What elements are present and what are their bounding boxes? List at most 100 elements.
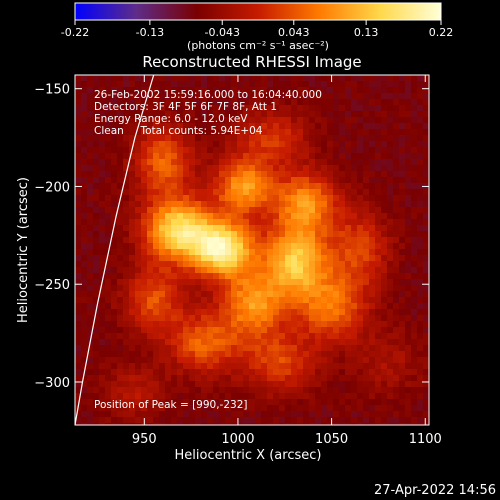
heatmap-pixel (219, 189, 226, 196)
heatmap-pixel (393, 225, 400, 232)
heatmap-pixel (87, 405, 94, 412)
heatmap-pixel (105, 171, 112, 178)
heatmap-pixel (219, 81, 226, 88)
heatmap-pixel (339, 381, 346, 388)
heatmap-pixel (123, 405, 130, 412)
heatmap-pixel (213, 177, 220, 184)
heatmap-pixel (345, 195, 352, 202)
heatmap-pixel (291, 219, 298, 226)
heatmap-pixel (153, 207, 160, 214)
heatmap-pixel (237, 93, 244, 100)
heatmap-pixel (273, 369, 280, 376)
heatmap-pixel (255, 231, 262, 238)
heatmap-pixel (303, 189, 310, 196)
heatmap-pixel (165, 183, 172, 190)
heatmap-pixel (327, 285, 334, 292)
heatmap-pixel (291, 327, 298, 334)
heatmap-pixel (177, 291, 184, 298)
heatmap-pixel (243, 153, 250, 160)
heatmap-pixel (219, 147, 226, 154)
heatmap-pixel (141, 297, 148, 304)
heatmap-pixel (177, 405, 184, 412)
heatmap-pixel (213, 381, 220, 388)
heatmap-pixel (189, 291, 196, 298)
heatmap-pixel (321, 291, 328, 298)
heatmap-pixel (267, 363, 274, 370)
heatmap-pixel (369, 123, 376, 130)
heatmap-pixel (333, 99, 340, 106)
heatmap-pixel (381, 273, 388, 280)
heatmap-pixel (183, 111, 190, 118)
heatmap-pixel (387, 111, 394, 118)
heatmap-pixel (423, 171, 429, 178)
heatmap-pixel (189, 285, 196, 292)
heatmap-pixel (207, 321, 214, 328)
heatmap-pixel (375, 165, 382, 172)
heatmap-pixel (99, 141, 106, 148)
heatmap-pixel (423, 297, 429, 304)
heatmap-pixel (363, 81, 370, 88)
heatmap-pixel (159, 171, 166, 178)
heatmap-pixel (249, 405, 256, 412)
heatmap-pixel (177, 231, 184, 238)
heatmap-pixel (261, 273, 268, 280)
heatmap-pixel (231, 297, 238, 304)
heatmap-pixel (147, 123, 154, 130)
heatmap-pixel (231, 363, 238, 370)
heatmap-pixel (399, 411, 406, 418)
heatmap-pixel (291, 159, 298, 166)
heatmap-pixel (339, 75, 346, 82)
heatmap-pixel (345, 183, 352, 190)
heatmap-pixel (189, 201, 196, 208)
heatmap-pixel (255, 285, 262, 292)
heatmap-pixel (195, 99, 202, 106)
heatmap-pixel (165, 423, 172, 425)
heatmap-pixel (375, 285, 382, 292)
heatmap-pixel (171, 99, 178, 106)
heatmap-pixel (315, 237, 322, 244)
heatmap-pixel (303, 417, 310, 424)
heatmap-pixel (297, 303, 304, 310)
heatmap-pixel (255, 249, 262, 256)
heatmap-pixel (351, 99, 358, 106)
heatmap-pixel (369, 105, 376, 112)
heatmap-pixel (153, 195, 160, 202)
heatmap-pixel (81, 351, 88, 358)
heatmap-pixel (153, 135, 160, 142)
heatmap-pixel (135, 171, 142, 178)
heatmap-pixel (81, 165, 88, 172)
heatmap-pixel (219, 405, 226, 412)
heatmap-pixel (99, 267, 106, 274)
heatmap-pixel (153, 291, 160, 298)
heatmap-pixel (249, 345, 256, 352)
heatmap-pixel (279, 279, 286, 286)
heatmap-pixel (183, 171, 190, 178)
heatmap-pixel (135, 291, 142, 298)
heatmap-pixel (213, 345, 220, 352)
heatmap-pixel (399, 255, 406, 262)
heatmap-pixel (147, 237, 154, 244)
heatmap-pixel (99, 183, 106, 190)
heatmap-pixel (117, 171, 124, 178)
heatmap-pixel (219, 267, 226, 274)
heatmap-pixel (207, 111, 214, 118)
heatmap-pixel (231, 243, 238, 250)
heatmap-pixel (321, 135, 328, 142)
heatmap-pixel (183, 165, 190, 172)
heatmap-pixel (135, 381, 142, 388)
heatmap-pixel (375, 387, 382, 394)
heatmap-pixel (243, 351, 250, 358)
heatmap-pixel (189, 267, 196, 274)
heatmap-pixel (267, 285, 274, 292)
heatmap-pixel (213, 357, 220, 364)
heatmap-pixel (315, 99, 322, 106)
heatmap-pixel (243, 117, 250, 124)
heatmap-pixel (177, 279, 184, 286)
heatmap-pixel (363, 159, 370, 166)
heatmap-pixel (327, 189, 334, 196)
heatmap-pixel (165, 417, 172, 424)
heatmap-pixel (177, 243, 184, 250)
heatmap-pixel (327, 123, 334, 130)
heatmap-pixel (357, 129, 364, 136)
heatmap-pixel (291, 249, 298, 256)
